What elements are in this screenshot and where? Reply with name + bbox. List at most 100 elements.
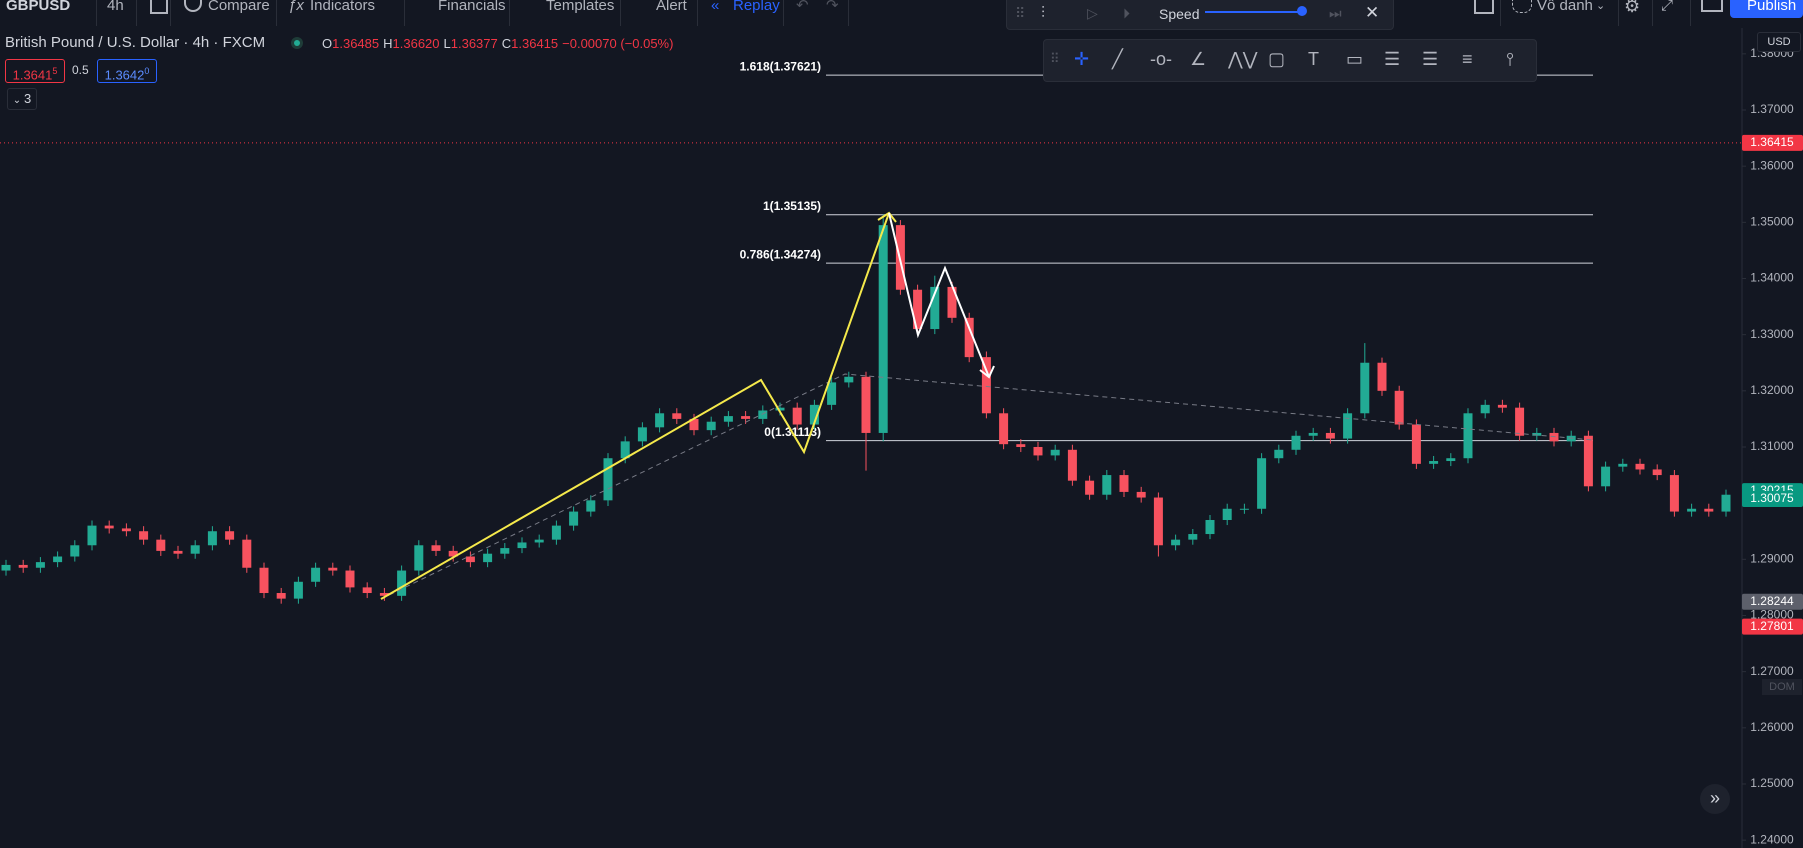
price-badge-label: 1.36415 xyxy=(1750,135,1794,149)
speed-knob[interactable] xyxy=(1297,6,1307,16)
fib-ext-tool[interactable]: ☰ xyxy=(1422,49,1439,69)
templates-button[interactable]: Templates xyxy=(546,0,615,14)
fib-tool[interactable]: ☰ xyxy=(1384,49,1401,69)
brush-tool[interactable]: ∠ xyxy=(1190,49,1207,69)
candle-body xyxy=(104,525,114,529)
candle-body xyxy=(1601,466,1611,487)
candle-body xyxy=(173,550,183,554)
symbol[interactable]: GBPUSD xyxy=(6,0,71,14)
candle-body xyxy=(207,531,217,546)
candle-body xyxy=(999,413,1009,445)
candle-body xyxy=(1308,432,1318,436)
hline-tool[interactable]: -o- xyxy=(1150,49,1172,69)
ask-box[interactable]: 1.36420 xyxy=(97,59,157,83)
candle-body xyxy=(1411,424,1421,464)
jump-button[interactable]: ⏭ xyxy=(1329,5,1342,21)
candle-body xyxy=(1549,432,1559,442)
candle-body xyxy=(1583,435,1593,487)
layout-icon[interactable] xyxy=(1474,0,1494,14)
indicators-button[interactable]: Indicators xyxy=(310,0,376,14)
candle-body xyxy=(1067,449,1077,481)
fib-channel-tool[interactable]: ≡ xyxy=(1462,49,1473,69)
candle-body xyxy=(1480,404,1490,414)
candle-body xyxy=(706,421,716,431)
alert-button[interactable]: Alert xyxy=(656,0,687,14)
y-tick-label: 1.29000 xyxy=(1750,551,1794,565)
dom-button[interactable]: DOM xyxy=(1762,679,1802,695)
redo[interactable]: ↷ xyxy=(826,0,839,14)
settings-icon[interactable]: ⚙ xyxy=(1624,0,1641,16)
candle-body xyxy=(1291,435,1301,450)
y-tick-label: 1.32000 xyxy=(1750,383,1794,397)
close-replay[interactable]: ✕ xyxy=(1365,3,1380,22)
shape-tool[interactable]: ▢ xyxy=(1268,49,1286,69)
ohlc-item: H1.36620 xyxy=(383,36,439,51)
currency-dropdown[interactable]: USD xyxy=(1757,32,1801,52)
ohlc-value: 1.36377 xyxy=(450,36,498,51)
ohlc-value: 1.36620 xyxy=(392,36,440,51)
candle-body xyxy=(1463,413,1473,459)
candle-body xyxy=(551,525,561,540)
speed-slider[interactable] xyxy=(1205,11,1303,13)
play-button[interactable]: ▷ xyxy=(1087,5,1098,21)
candle-body xyxy=(1343,413,1353,439)
candle-body xyxy=(397,570,407,596)
ohlc-change: −0.00070 (−0.05%) xyxy=(562,36,674,51)
candle-body xyxy=(1274,449,1284,459)
undo[interactable]: ↶ xyxy=(796,0,809,14)
candle-body xyxy=(1532,432,1542,436)
snapshot-icon[interactable] xyxy=(1701,0,1723,12)
bid-box[interactable]: 1.36415 xyxy=(5,59,65,83)
indicators-toggle[interactable]: ⌄ 3 xyxy=(7,88,37,110)
series-title: British Pound / U.S. Dollar · 4h · FXCM xyxy=(5,34,266,51)
scroll-to-realtime[interactable]: » xyxy=(1700,784,1730,814)
price-badge xyxy=(1742,593,1803,610)
y-tick-label: 1.36000 xyxy=(1750,158,1794,172)
candle-body xyxy=(225,531,235,540)
layout-name[interactable]: Vô danh xyxy=(1537,0,1593,14)
replay-button[interactable]: Replay xyxy=(733,0,780,14)
candle-body xyxy=(723,416,733,422)
candle-body xyxy=(293,581,303,599)
candle-body xyxy=(586,500,596,512)
dropdown-caret: ⌄ xyxy=(1596,0,1606,12)
candle-body xyxy=(1033,446,1043,456)
text-tool[interactable]: T xyxy=(1308,49,1319,69)
candle-body xyxy=(1171,539,1181,546)
chart-type-icon[interactable] xyxy=(150,0,168,14)
trendline-tool[interactable]: ╱ xyxy=(1112,49,1123,69)
y-tick-label: 1.34000 xyxy=(1750,271,1794,285)
select-bar-icon[interactable]: ⫶ xyxy=(1041,5,1046,22)
crosshair-tool[interactable]: ✛ xyxy=(1074,49,1090,69)
ohlc-value: 1.36415 xyxy=(511,36,559,51)
publish-button[interactable]: Publish xyxy=(1747,0,1797,14)
interval[interactable]: 4h xyxy=(107,0,124,14)
price-badge xyxy=(1742,618,1803,635)
compare-button[interactable]: Compare xyxy=(208,0,270,14)
candle-body xyxy=(672,413,682,419)
ruler-tool[interactable]: ⫯ xyxy=(1506,49,1514,69)
pattern-tool[interactable]: ⋀⋁ xyxy=(1228,49,1258,69)
candle-body xyxy=(1239,508,1249,510)
replay-icon: « xyxy=(711,0,720,14)
ohlc-key: C xyxy=(501,36,512,51)
compare-icon[interactable] xyxy=(184,0,202,12)
fullscreen-icon[interactable]: ⤢ xyxy=(1661,0,1674,14)
publish-bg xyxy=(1730,0,1803,18)
status-dot xyxy=(294,40,300,46)
candle-body xyxy=(964,317,974,358)
drag-handle: ⠿ xyxy=(1015,5,1026,21)
zigzag-white xyxy=(888,212,990,378)
top-toolbar: GBPUSD 4h Compare ƒx Indicators Financia… xyxy=(0,0,1803,26)
indicators-icon: ƒx xyxy=(288,0,304,14)
candle-body xyxy=(775,407,785,411)
candle-body xyxy=(311,567,321,582)
candle-body xyxy=(913,289,923,330)
candle-body xyxy=(1205,520,1215,535)
forward-button[interactable]: ⏵ xyxy=(1123,5,1130,21)
note-tool[interactable]: ▭ xyxy=(1346,49,1364,69)
financials-button[interactable]: Financials xyxy=(438,0,506,14)
candle-body xyxy=(655,413,665,428)
y-tick-label: 1.26000 xyxy=(1750,720,1794,734)
price-badge-label: 1.27801 xyxy=(1750,619,1794,633)
